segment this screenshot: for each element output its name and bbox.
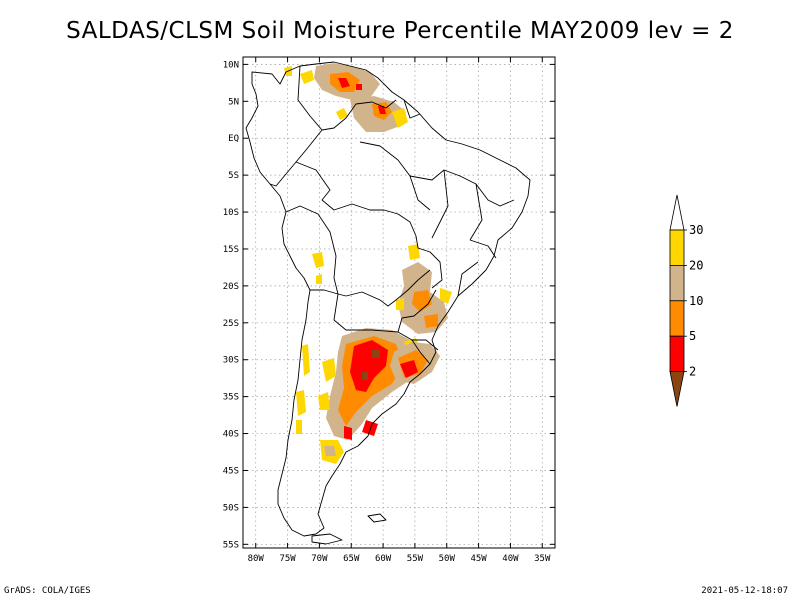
lon-tick-label: 65W xyxy=(343,554,360,564)
footer-left-credit: GrADS: COLA/IGES xyxy=(4,586,91,596)
lat-tick-label: 30S xyxy=(223,356,239,366)
legend-bin-top xyxy=(669,194,685,231)
legend-label: 5 xyxy=(689,329,696,343)
lat-tick-label: EQ xyxy=(228,134,239,144)
coastlines-and-borders xyxy=(245,61,531,545)
patch-argentina-red xyxy=(344,340,388,440)
lat-tick-label: 10S xyxy=(223,208,239,218)
shaded-data xyxy=(284,63,452,464)
lat-tick-label: 55S xyxy=(223,540,239,550)
brazil-states xyxy=(359,141,515,297)
patch-venezuela-gold xyxy=(284,66,348,120)
tierra-del-fuego xyxy=(311,533,343,545)
lon-tick-label: 75W xyxy=(279,554,296,564)
axis-ticks xyxy=(243,57,555,548)
legend-label: 10 xyxy=(689,294,703,308)
lon-tick-label: 80W xyxy=(248,554,265,564)
country-borders xyxy=(269,65,443,365)
patch-guyana-red xyxy=(378,106,386,114)
patch-paraguay-gold xyxy=(396,244,452,310)
patch-chile-central xyxy=(296,344,310,434)
map-frame xyxy=(242,56,556,549)
continent-outline xyxy=(245,61,531,537)
patch-paraguay-orange xyxy=(412,290,438,328)
lat-tick-label: 35S xyxy=(223,393,239,403)
patch-venezuela-red xyxy=(338,78,362,90)
legend-bin xyxy=(669,300,685,337)
patch-uruguay-red xyxy=(400,360,418,378)
legend-bin-bottom xyxy=(669,371,685,407)
footer-right-timestamp: 2021-05-12-18:07 xyxy=(701,586,788,596)
legend-label: 2 xyxy=(689,365,696,379)
lon-tick-label: 70W xyxy=(311,554,328,564)
lon-tick-label: 45W xyxy=(470,554,487,564)
lon-tick-label: 40W xyxy=(502,554,519,564)
lat-tick-label: 50S xyxy=(223,503,239,513)
legend-bin xyxy=(669,335,685,373)
lon-tick-label: 35W xyxy=(534,554,551,564)
legend-bin xyxy=(669,264,685,302)
lat-tick-label: 10N xyxy=(223,60,239,70)
lon-tick-label: 60W xyxy=(375,554,392,564)
legend-label: 20 xyxy=(689,258,703,272)
lat-tick-label: 25S xyxy=(223,319,239,329)
patch-argentina-brown xyxy=(362,350,380,380)
axis-tick-labels: 10N 5N EQ 5S 10S 15S 20S 25S 30S 35S 40S 45S 50S 55S 8… xyxy=(223,60,551,564)
patch-patagonia-tan xyxy=(324,446,336,456)
legend-label: 30 xyxy=(689,223,703,237)
lat-tick-label: 5N xyxy=(228,97,239,107)
lat-tick-label: 40S xyxy=(223,430,239,440)
lat-tick-label: 15S xyxy=(223,245,239,255)
lat-tick-label: 5S xyxy=(228,171,239,181)
falklands xyxy=(367,513,387,523)
map-title: SALDAS/CLSM Soil Moisture Percentile MAY… xyxy=(66,18,734,44)
lon-tick-label: 55W xyxy=(407,554,424,564)
patch-bolivia xyxy=(312,252,324,284)
legend-bin xyxy=(669,229,685,266)
lat-tick-label: 45S xyxy=(223,466,239,476)
lat-tick-label: 20S xyxy=(223,282,239,292)
patch-guyana-gold xyxy=(392,108,408,128)
gridlines xyxy=(243,57,555,548)
lon-tick-label: 50W xyxy=(439,554,456,564)
